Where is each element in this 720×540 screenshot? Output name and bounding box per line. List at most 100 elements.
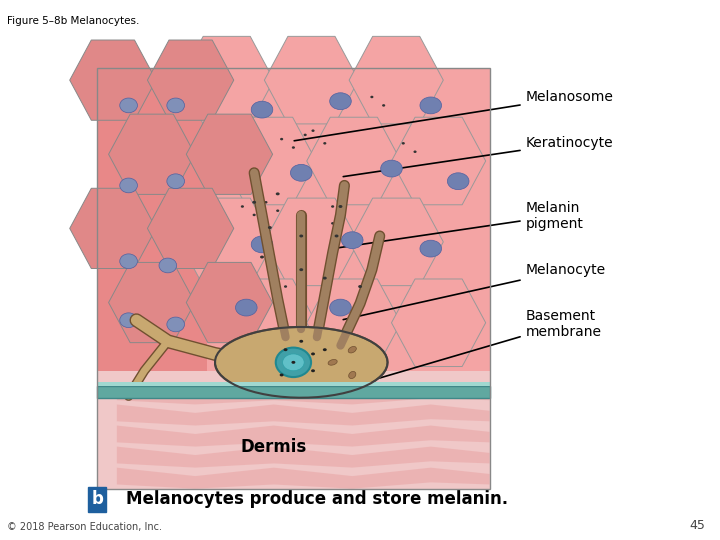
Ellipse shape (341, 232, 363, 248)
Polygon shape (148, 188, 234, 268)
Ellipse shape (167, 98, 184, 113)
Ellipse shape (279, 374, 284, 376)
Polygon shape (222, 279, 316, 367)
Ellipse shape (323, 142, 326, 145)
Ellipse shape (323, 348, 327, 351)
Polygon shape (264, 36, 359, 124)
Ellipse shape (348, 372, 356, 379)
Ellipse shape (252, 201, 256, 204)
Ellipse shape (276, 348, 311, 377)
Ellipse shape (304, 133, 307, 136)
Text: Keratinocyte: Keratinocyte (343, 136, 613, 177)
Ellipse shape (253, 214, 256, 216)
Polygon shape (70, 188, 156, 268)
Ellipse shape (323, 276, 327, 280)
Ellipse shape (272, 277, 275, 279)
Polygon shape (264, 198, 359, 286)
Polygon shape (117, 468, 490, 489)
Ellipse shape (280, 138, 283, 140)
Ellipse shape (240, 205, 244, 208)
Polygon shape (97, 382, 490, 386)
Polygon shape (117, 404, 490, 426)
Ellipse shape (276, 210, 279, 212)
Polygon shape (179, 36, 274, 124)
Ellipse shape (284, 285, 287, 288)
Polygon shape (222, 117, 316, 205)
Ellipse shape (260, 255, 264, 259)
Ellipse shape (311, 353, 315, 355)
Ellipse shape (120, 313, 138, 328)
Ellipse shape (358, 285, 362, 288)
Ellipse shape (283, 354, 304, 371)
Text: 45: 45 (690, 519, 706, 532)
Polygon shape (117, 383, 490, 404)
Polygon shape (148, 40, 234, 120)
Polygon shape (109, 262, 195, 343)
Text: Melanocytes produce and store melanin.: Melanocytes produce and store melanin. (126, 490, 508, 509)
Text: Basement
membrane: Basement membrane (336, 309, 602, 391)
Polygon shape (215, 327, 387, 397)
Ellipse shape (290, 164, 312, 181)
Ellipse shape (120, 98, 138, 113)
Text: Dermis: Dermis (240, 437, 307, 456)
Polygon shape (117, 426, 490, 447)
Ellipse shape (120, 254, 138, 268)
Ellipse shape (331, 205, 334, 208)
Polygon shape (97, 68, 207, 371)
Ellipse shape (167, 174, 184, 188)
Ellipse shape (167, 317, 184, 332)
Polygon shape (117, 447, 490, 468)
Text: Melanocyte: Melanocyte (343, 263, 606, 320)
Ellipse shape (264, 201, 268, 204)
Ellipse shape (348, 347, 356, 353)
Text: © 2018 Pearson Education, Inc.: © 2018 Pearson Education, Inc. (7, 522, 162, 532)
Ellipse shape (120, 178, 138, 193)
Ellipse shape (331, 222, 334, 225)
Polygon shape (392, 117, 486, 205)
Ellipse shape (420, 97, 441, 114)
Polygon shape (179, 198, 274, 286)
Ellipse shape (235, 299, 257, 316)
Polygon shape (307, 117, 401, 205)
Bar (97, 68, 490, 489)
Polygon shape (307, 279, 401, 367)
Ellipse shape (251, 236, 273, 253)
Ellipse shape (413, 151, 417, 153)
Polygon shape (70, 40, 156, 120)
Ellipse shape (343, 214, 346, 216)
Ellipse shape (312, 130, 315, 132)
Text: Figure 5–8b Melanocytes.: Figure 5–8b Melanocytes. (7, 16, 140, 26)
Polygon shape (186, 114, 273, 194)
Polygon shape (349, 36, 444, 124)
Polygon shape (349, 198, 444, 286)
Ellipse shape (402, 142, 405, 145)
Ellipse shape (381, 160, 402, 177)
Ellipse shape (370, 96, 374, 98)
Ellipse shape (276, 192, 279, 195)
Ellipse shape (328, 360, 337, 365)
Ellipse shape (330, 93, 351, 110)
Ellipse shape (447, 173, 469, 190)
Polygon shape (392, 279, 486, 367)
Ellipse shape (338, 205, 343, 208)
Polygon shape (97, 371, 490, 489)
Text: Melanosome: Melanosome (294, 90, 613, 141)
Ellipse shape (292, 146, 295, 149)
Ellipse shape (300, 340, 303, 343)
Ellipse shape (300, 268, 303, 271)
Ellipse shape (300, 234, 303, 238)
Ellipse shape (284, 348, 287, 351)
Ellipse shape (292, 361, 295, 364)
Ellipse shape (382, 104, 385, 107)
Ellipse shape (420, 240, 441, 257)
Polygon shape (97, 68, 490, 371)
Ellipse shape (159, 258, 176, 273)
Ellipse shape (251, 101, 273, 118)
Polygon shape (186, 262, 273, 343)
Ellipse shape (330, 299, 351, 316)
Polygon shape (109, 114, 195, 194)
Ellipse shape (335, 234, 338, 238)
Ellipse shape (311, 369, 315, 372)
Polygon shape (97, 386, 490, 398)
Text: Melanin
pigment: Melanin pigment (336, 201, 583, 248)
